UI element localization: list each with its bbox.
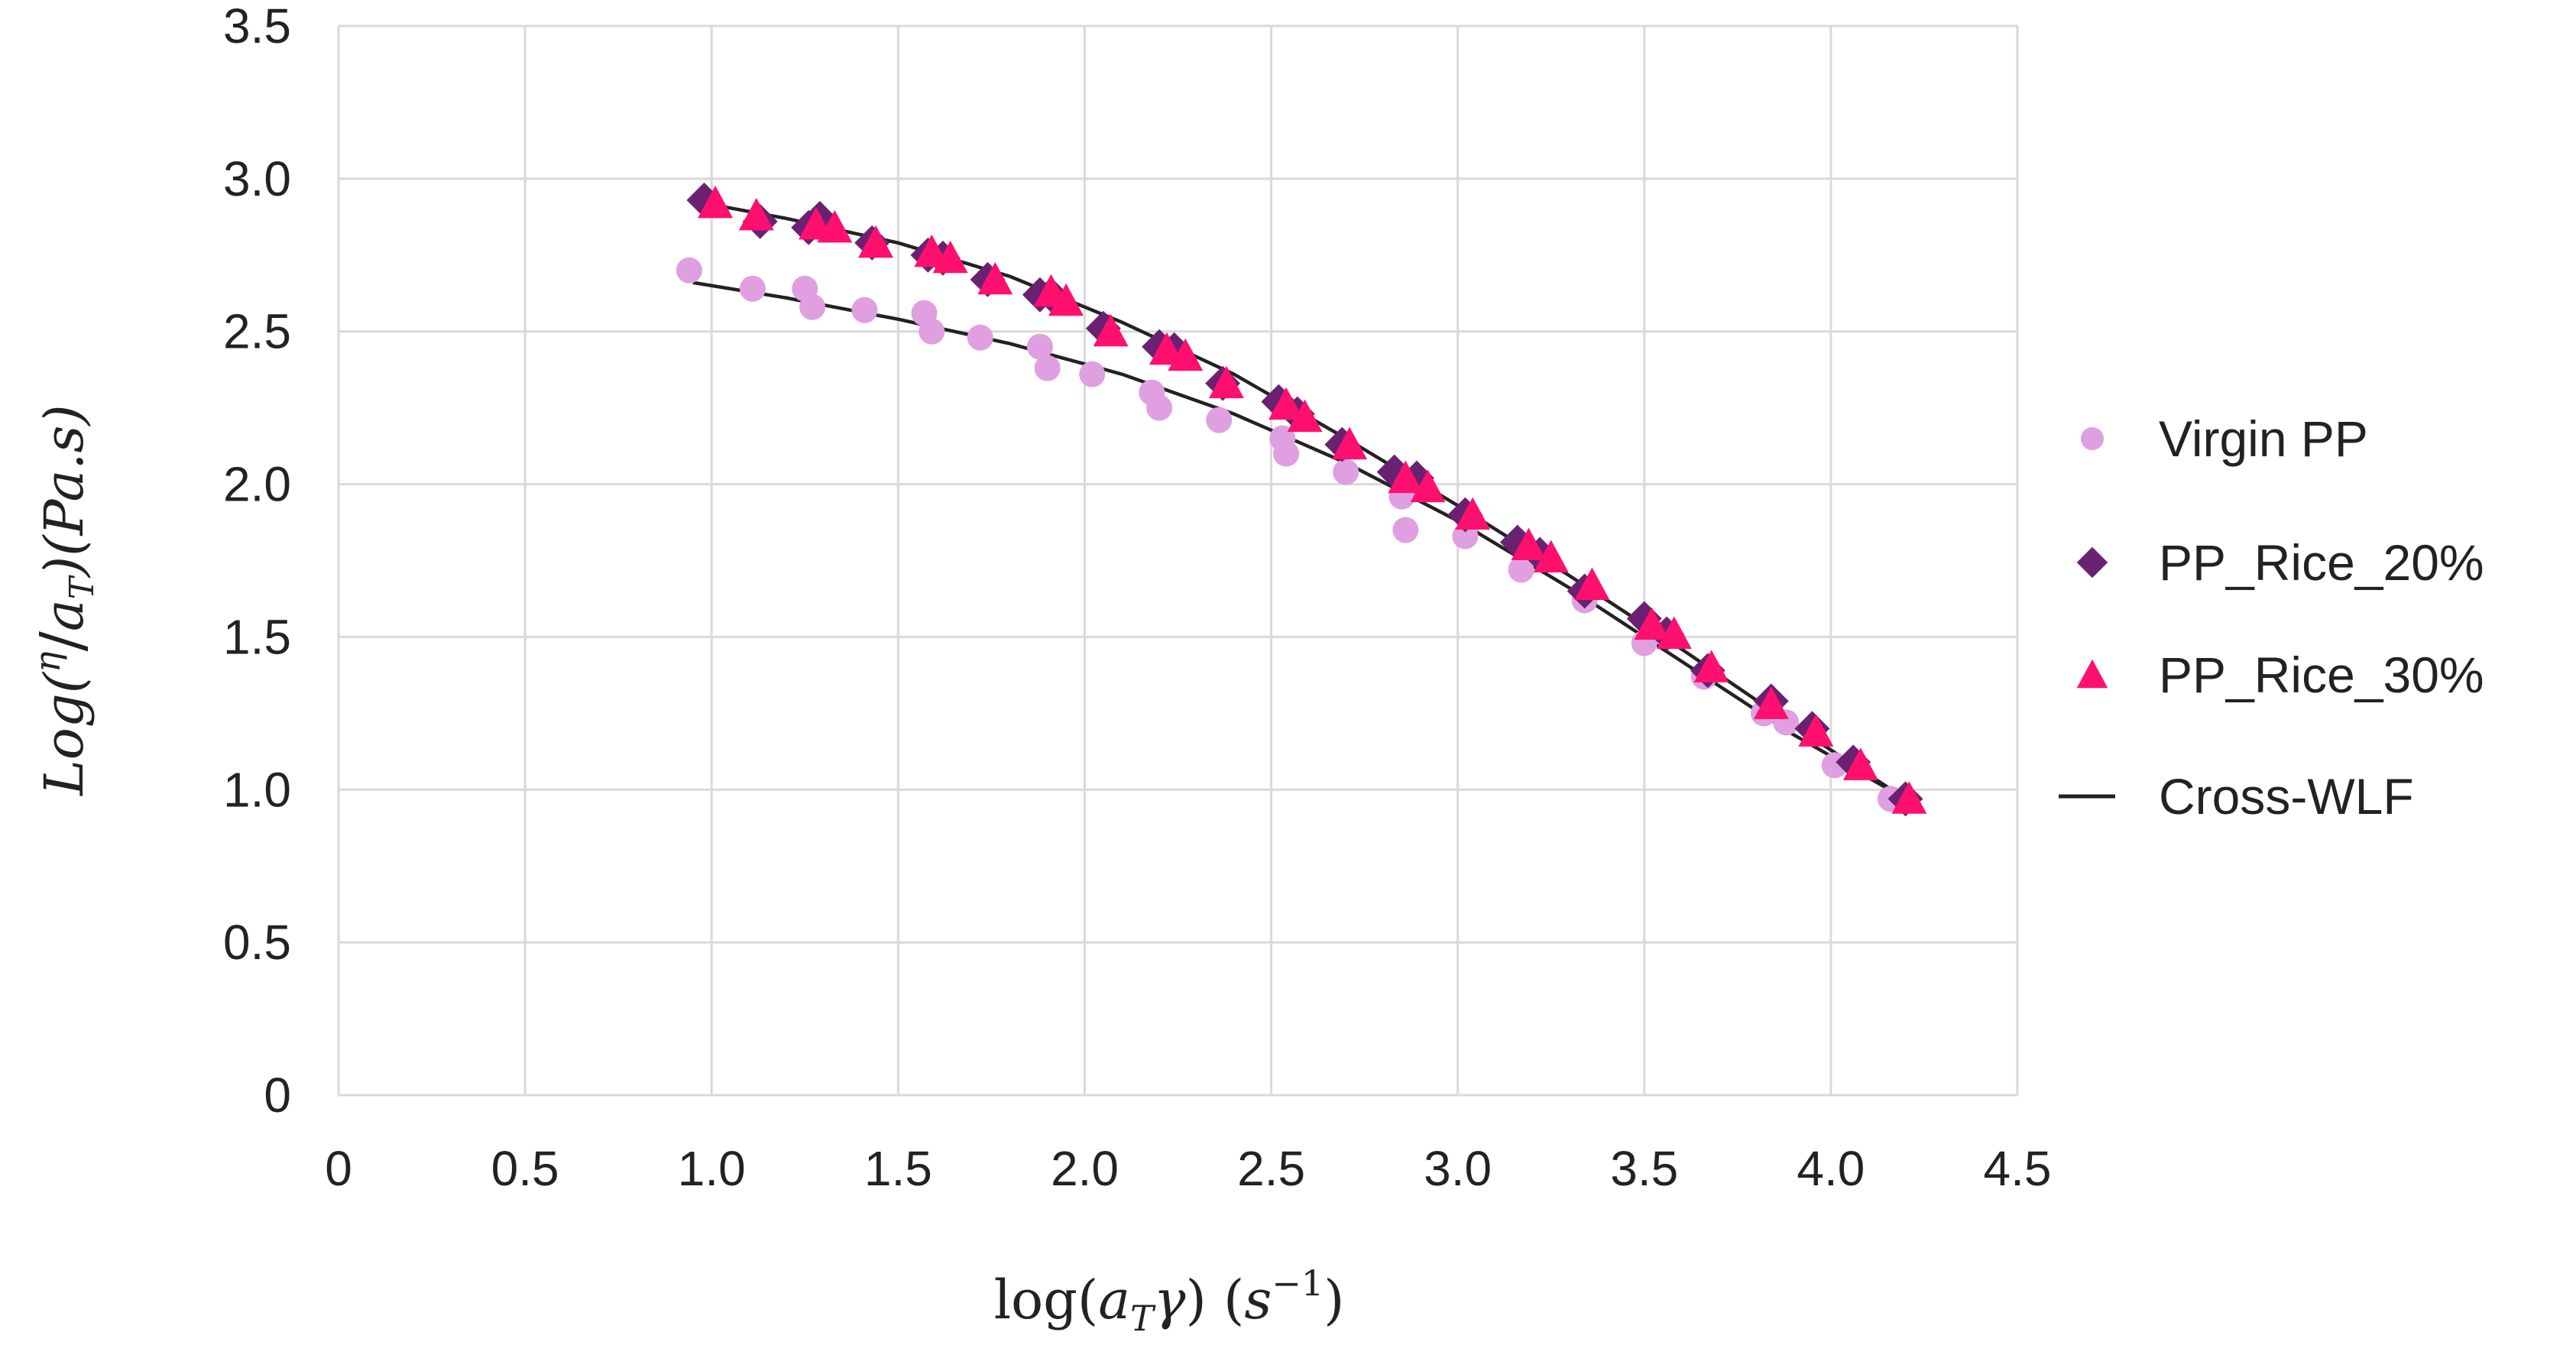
pp-rice-30-point: [1209, 365, 1244, 399]
pp-rice-30-point: [1693, 650, 1729, 682]
pp-rice-30-point: [698, 185, 734, 219]
x-tick-label: 1.5: [864, 1141, 932, 1196]
y-tick-label: 3.5: [223, 0, 291, 53]
pp-rice-30-point: [1634, 607, 1670, 640]
cross-wlf-fit-line: [704, 201, 1907, 801]
pp-rice-30-point: [1149, 332, 1184, 365]
y-tick-label: 1.5: [223, 609, 291, 664]
x-tick-label: 2.0: [1051, 1141, 1119, 1196]
virgin-pp-point: [1146, 394, 1173, 421]
virgin-pp-point: [967, 324, 993, 351]
x-tick-label: 0: [325, 1141, 352, 1196]
svg-text:Log(η/aT)(Pa.s): Log(η/aT)(Pa.s): [27, 404, 102, 796]
x-tick-label: 4.0: [1797, 1141, 1865, 1196]
virgin-pp-point: [676, 257, 702, 284]
y-tick-label: 3.0: [223, 151, 291, 206]
pp-rice-30-point: [1048, 283, 1084, 316]
x-tick-label: 3.0: [1424, 1141, 1492, 1196]
virgin-pp-point: [1273, 440, 1300, 467]
pp-rice-30-point: [1455, 497, 1491, 530]
pp-rice-30-point: [914, 234, 950, 267]
pp-rice-30-point: [817, 209, 853, 243]
legend-label-cross-wlf: Cross-WLF: [2159, 768, 2414, 825]
pp-rice-30-point: [1388, 460, 1424, 494]
virgin-pp-point: [851, 297, 878, 323]
y-tick-label: 0: [264, 1068, 291, 1123]
virgin-pp-point: [739, 275, 766, 302]
legend-label-pp-rice-30: PP_Rice_30%: [2159, 647, 2484, 703]
pp-rice-20-point: [1626, 601, 1662, 637]
pp-rice-30-point: [1798, 714, 1834, 747]
x-axis-title: log(aTγ) (s−1): [994, 1263, 1345, 1339]
y-tick-label: 1.0: [223, 762, 291, 817]
virgin-pp-point: [1026, 333, 1053, 360]
pp-rice-30-point: [1753, 686, 1789, 719]
pp-rice-30-point: [1842, 747, 1878, 780]
legend-swatch-pp-rice-30: [2076, 659, 2108, 689]
legend-swatch-virgin-pp: [2081, 427, 2104, 450]
pp-rice-30-point: [1410, 469, 1446, 503]
pp-rice-30-point: [977, 261, 1013, 295]
svg-text:log(aTγ) (s−1): log(aTγ) (s−1): [994, 1263, 1345, 1339]
pp-rice-20-point: [1499, 524, 1535, 560]
tick-labels: 0 0.5 1.0 1.5 2.0 2.5 3.0 3.5 0 0.5 1.0 1.5 2.0 2.5 3.…: [223, 0, 2051, 1196]
x-tick-label: 3.5: [1610, 1141, 1678, 1196]
pp-rice-30-point: [1269, 387, 1304, 420]
pp-rice-30-point: [1168, 338, 1204, 371]
legend-swatch-pp-rice-20: [2076, 546, 2108, 579]
pp-rice-30-point: [1533, 540, 1569, 573]
x-tick-label: 0.5: [491, 1141, 559, 1196]
virgin-pp-point: [1206, 407, 1233, 433]
pp-rice-30-point: [932, 240, 968, 274]
cross-wlf-fit-line: [692, 280, 1907, 801]
pp-rice-30-point: [1656, 616, 1692, 649]
virgin-pp-point: [1508, 556, 1534, 583]
virgin-pp-point: [919, 318, 945, 345]
y-axis-title: Log(η/aT)(Pa.s): [27, 404, 102, 796]
pp-rice-30-point: [1511, 527, 1547, 561]
virgin-pp-point: [1034, 355, 1061, 381]
pp-rice-30-point: [1287, 399, 1323, 433]
virgin-pp-point: [1392, 517, 1419, 543]
pp-rice-30-point: [858, 225, 893, 258]
legend-label-virgin-pp: Virgin PP: [2159, 410, 2368, 467]
virgin-pp-point: [1333, 459, 1359, 485]
virgin-pp-point: [799, 293, 826, 320]
x-tick-label: 2.5: [1237, 1141, 1305, 1196]
pp-rice-30-point: [738, 197, 774, 231]
y-tick-label: 0.5: [223, 915, 291, 970]
legend-label-pp-rice-20: PP_Rice_20%: [2159, 534, 2484, 591]
series-layer: [676, 182, 1927, 817]
pp-rice-30-point: [1332, 426, 1368, 460]
grid-lines: [337, 24, 2019, 1097]
y-tick-label: 2.0: [223, 457, 291, 512]
pp-rice-30-point: [1093, 313, 1129, 347]
virgin-pp-point: [1079, 361, 1106, 387]
x-tick-label: 1.0: [678, 1141, 746, 1196]
x-tick-label: 4.5: [1984, 1141, 2052, 1196]
pp-rice-30-point: [1891, 781, 1927, 814]
y-tick-label: 2.5: [223, 304, 291, 359]
pp-rice-30-point: [1574, 567, 1610, 600]
legend: Virgin PP PP_Rice_20% PP_Rice_30% Cross-WLF: [2059, 410, 2484, 825]
